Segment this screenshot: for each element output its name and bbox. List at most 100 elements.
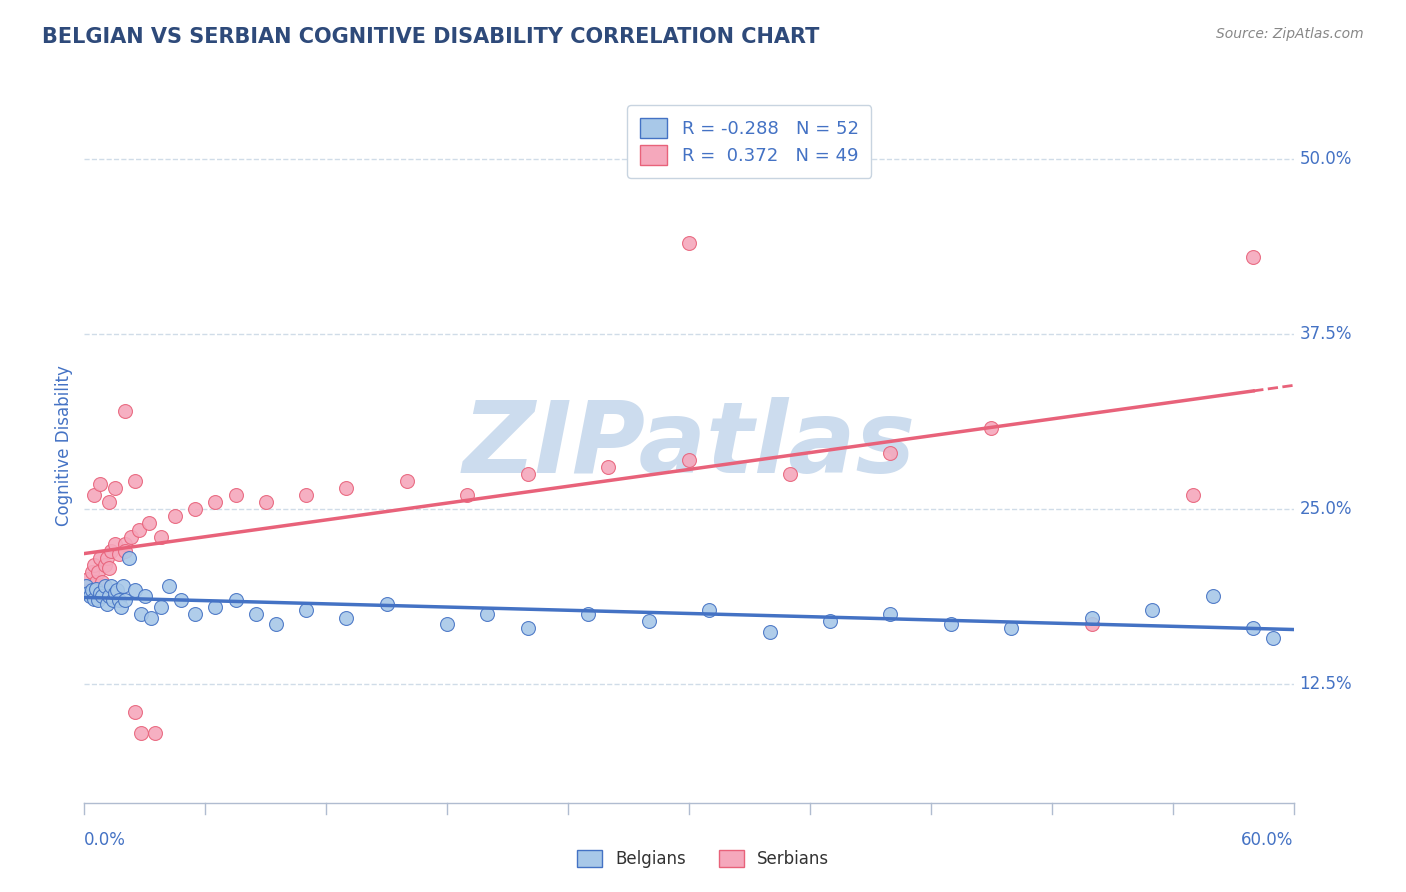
Point [89, 476, 111, 491]
Point [97, 495, 120, 509]
Point [678, 236, 700, 251]
Point [1081, 616, 1104, 631]
Point [75, 579, 97, 593]
Point [120, 530, 142, 544]
Point [375, 597, 398, 611]
Point [165, 508, 187, 523]
Point [104, 481, 127, 495]
Point [576, 607, 599, 621]
Point [89, 586, 111, 600]
Point [436, 616, 458, 631]
Point [96, 597, 118, 611]
Text: ZIPatlas: ZIPatlas [463, 398, 915, 494]
Point [149, 599, 172, 614]
Point [91, 589, 114, 603]
Point [1081, 611, 1104, 625]
Point [758, 625, 780, 640]
Point [91, 574, 114, 589]
Point [879, 607, 901, 621]
Point [516, 467, 538, 481]
Point [105, 583, 128, 598]
Point [89, 550, 111, 565]
Point [1000, 621, 1022, 635]
Point [114, 593, 136, 607]
Point [124, 474, 146, 488]
Point [678, 453, 700, 467]
Point [1142, 603, 1164, 617]
Point [97, 560, 120, 574]
Text: 37.5%: 37.5% [1299, 325, 1353, 343]
Point [128, 523, 150, 537]
Point [395, 474, 418, 488]
Point [697, 603, 720, 617]
Point [157, 579, 180, 593]
Point [101, 593, 124, 607]
Text: 12.5%: 12.5% [1299, 675, 1353, 693]
Point [1202, 589, 1225, 603]
Point [184, 607, 207, 621]
Point [879, 446, 901, 460]
Point [97, 589, 120, 603]
Point [939, 616, 962, 631]
Point [134, 589, 156, 603]
Point [295, 603, 318, 617]
Point [254, 495, 277, 509]
Y-axis label: Cognitive Disability: Cognitive Disability [55, 366, 73, 526]
Point [456, 488, 478, 502]
Point [77, 572, 100, 586]
Point [245, 607, 267, 621]
Point [124, 705, 146, 719]
Point [93, 579, 115, 593]
Point [295, 488, 318, 502]
Point [139, 611, 162, 625]
Point [1181, 488, 1204, 502]
Point [79, 589, 101, 603]
Legend: Belgians, Serbians: Belgians, Serbians [569, 843, 837, 875]
Point [149, 530, 172, 544]
Text: 60.0%: 60.0% [1241, 831, 1294, 849]
Point [83, 558, 105, 572]
Point [1241, 250, 1264, 264]
Point [86, 574, 108, 589]
Point [1263, 631, 1285, 645]
Text: 0.0%: 0.0% [84, 831, 127, 849]
Point [477, 607, 499, 621]
Point [225, 488, 247, 502]
Point [129, 726, 152, 740]
Point [264, 616, 287, 631]
Point [104, 586, 127, 600]
Point [83, 591, 105, 606]
Point [104, 537, 127, 551]
Point [818, 614, 841, 628]
Text: 50.0%: 50.0% [1299, 150, 1353, 169]
Point [980, 421, 1002, 435]
Point [96, 550, 118, 565]
Point [110, 599, 132, 614]
Point [779, 467, 801, 481]
Point [87, 565, 110, 579]
Point [204, 495, 226, 509]
Point [114, 544, 136, 558]
Point [598, 460, 620, 475]
Point [100, 544, 122, 558]
Point [75, 579, 97, 593]
Point [82, 565, 104, 579]
Point [114, 537, 136, 551]
Point [170, 593, 193, 607]
Point [143, 726, 166, 740]
Point [93, 558, 115, 572]
Point [82, 583, 104, 598]
Text: Source: ZipAtlas.com: Source: ZipAtlas.com [1216, 27, 1364, 41]
Point [516, 621, 538, 635]
Legend: R = -0.288   N = 52, R =  0.372   N = 49: R = -0.288 N = 52, R = 0.372 N = 49 [627, 105, 872, 178]
Point [86, 582, 108, 596]
Point [111, 579, 134, 593]
Point [107, 547, 129, 561]
Point [138, 516, 160, 530]
Point [184, 502, 207, 516]
Point [100, 579, 122, 593]
Point [118, 550, 141, 565]
Point [637, 614, 659, 628]
Point [79, 583, 101, 598]
Point [129, 607, 152, 621]
